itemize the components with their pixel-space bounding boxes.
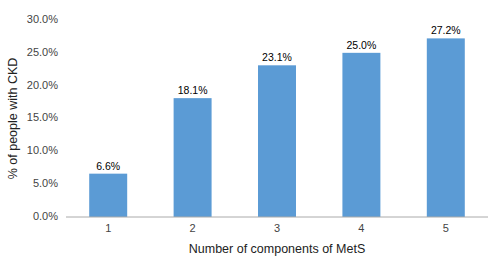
y-axis-title: % of people with CKD bbox=[6, 58, 20, 180]
y-tick-label: 25.0% bbox=[27, 46, 58, 58]
data-labels: 6.6% 18.1% 23.1% 25.0% 27.2% bbox=[96, 24, 460, 171]
y-tick-label: 20.0% bbox=[27, 79, 58, 91]
data-label: 23.1% bbox=[262, 51, 292, 63]
x-axis: 1 2 3 4 5 bbox=[105, 222, 449, 234]
bar bbox=[427, 38, 465, 217]
chart: 0.0% 5.0% 10.0% 15.0% 20.0% 25.0% 30.0% 1 2 3 4 5 6.… bbox=[0, 0, 500, 261]
data-label: 27.2% bbox=[431, 24, 461, 36]
x-tick-label: 5 bbox=[443, 222, 449, 234]
y-tick-label: 0.0% bbox=[33, 210, 58, 222]
bar bbox=[89, 174, 127, 217]
y-tick-label: 10.0% bbox=[27, 144, 58, 156]
bar bbox=[258, 65, 296, 217]
y-tick-label: 30.0% bbox=[27, 13, 58, 25]
y-tick-label: 15.0% bbox=[27, 111, 58, 123]
data-label: 25.0% bbox=[347, 39, 377, 51]
bar bbox=[342, 53, 380, 217]
data-label: 18.1% bbox=[178, 84, 208, 96]
x-tick-label: 1 bbox=[105, 222, 111, 234]
x-tick-label: 2 bbox=[190, 222, 196, 234]
x-axis-title: Number of components of MetS bbox=[189, 242, 365, 256]
y-tick-label: 5.0% bbox=[33, 177, 58, 189]
bars bbox=[89, 38, 465, 217]
x-tick-label: 4 bbox=[358, 222, 364, 234]
x-tick-label: 3 bbox=[274, 222, 280, 234]
y-axis: 0.0% 5.0% 10.0% 15.0% 20.0% 25.0% 30.0% bbox=[27, 13, 58, 222]
data-label: 6.6% bbox=[96, 160, 120, 172]
x-axis-line bbox=[66, 217, 488, 218]
bar bbox=[174, 98, 212, 217]
